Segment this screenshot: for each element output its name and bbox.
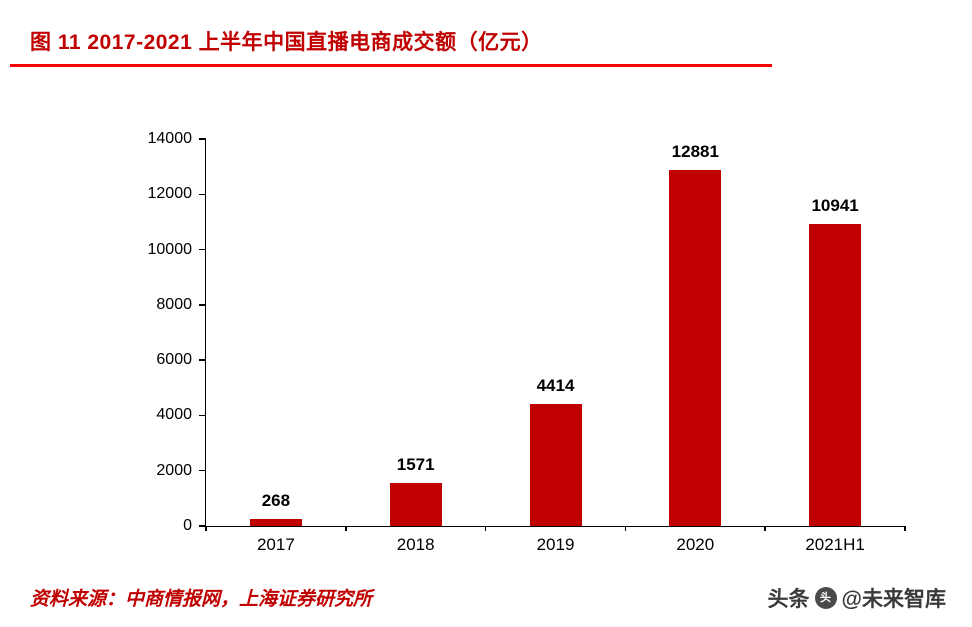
y-axis-tick-mark xyxy=(199,248,206,251)
x-axis-category-label: 2020 xyxy=(676,535,715,554)
plot-area: 0 2000 4000 6000 8000 10000 12000 14000 268 2017 1… xyxy=(148,130,906,554)
y-axis-tick-mark xyxy=(199,304,206,306)
x-axis-tick-mark xyxy=(205,526,207,531)
y-axis-tick-label: 12000 xyxy=(147,185,193,203)
y-axis-tick-mark xyxy=(199,359,206,361)
source-attribution: 资料来源：中商情报网，上海证券研究所 xyxy=(30,589,373,610)
x-axis-tick-mark xyxy=(764,526,766,531)
x-axis-category-label: 2018 xyxy=(396,535,435,554)
bar-2021H1 xyxy=(809,223,862,526)
y-axis-tick-mark xyxy=(199,193,206,196)
x-axis-category-label: 2021H1 xyxy=(805,535,865,554)
y-axis-tick-mark xyxy=(199,138,206,140)
y-axis-tick-mark xyxy=(199,414,206,417)
toutiao-logo-icon: 头 xyxy=(814,587,837,609)
bar-2017 xyxy=(249,518,302,526)
watermark: 头条 头 @未来智库 xyxy=(768,583,946,613)
watermark-brand: 头条 xyxy=(767,588,810,611)
y-axis-tick-mark xyxy=(199,525,206,527)
bar-value-label: 10941 xyxy=(811,195,859,215)
x-axis-tick-mark xyxy=(484,526,487,531)
bar-value-label: 268 xyxy=(261,490,291,510)
bar-value-label: 4414 xyxy=(536,375,575,395)
y-axis-tick-label: 0 xyxy=(183,517,192,534)
bar-2018 xyxy=(389,482,442,526)
x-axis-tick-mark xyxy=(345,526,347,531)
y-axis-tick-label: 8000 xyxy=(156,295,192,313)
y-axis-tick-label: 4000 xyxy=(156,406,192,424)
y-axis-tick-mark xyxy=(199,469,206,472)
y-axis-tick-label: 6000 xyxy=(156,351,192,369)
bar-value-label: 12881 xyxy=(671,141,719,161)
x-axis-tick-mark xyxy=(624,526,627,531)
x-axis-category-label: 2019 xyxy=(536,535,575,554)
watermark-handle: @未来智库 xyxy=(841,588,946,611)
y-axis-tick-label: 2000 xyxy=(156,461,192,479)
x-axis-category-label: 2017 xyxy=(256,535,295,554)
bar-value-label: 1571 xyxy=(396,454,435,474)
bar-2020 xyxy=(669,169,722,526)
bar-2019 xyxy=(529,404,582,526)
title-underline-rule xyxy=(10,64,772,67)
figure-title: 图 11 2017-2021 上半年中国直播电商成交额（亿元） xyxy=(30,31,543,54)
x-axis-tick-mark xyxy=(904,526,906,531)
y-axis-tick-label: 14000 xyxy=(147,130,193,147)
y-axis-tick-label: 10000 xyxy=(147,240,193,258)
